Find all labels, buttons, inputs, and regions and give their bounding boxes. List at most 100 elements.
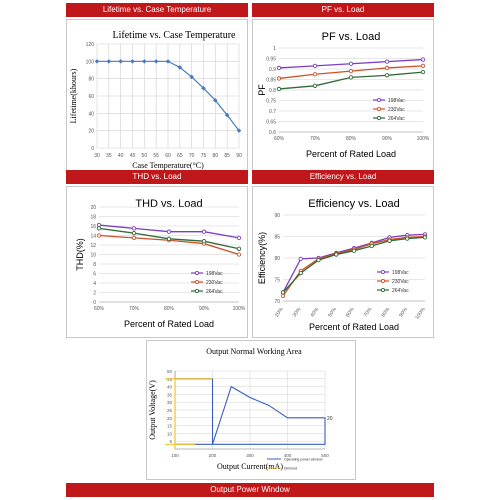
data-point: [351, 248, 357, 253]
legend-marker: [194, 270, 200, 276]
thd-section-bar: THD vs. Load: [66, 170, 248, 184]
data-point: [94, 59, 100, 64]
thd-chart-frame: THD vs. Load 0 2 4 6 8 10 12 14 16 18 20 60% 70% 80% 90…: [66, 186, 248, 338]
legend-marker: [376, 97, 382, 103]
y-tick-label: 0.95: [266, 57, 276, 63]
data-point: [316, 258, 321, 263]
data-point: [236, 246, 242, 251]
y-tick-label: 0.75: [266, 99, 276, 105]
y-axis-label: Lifetime(khours): [69, 68, 78, 123]
x-tick-label: 60%: [345, 306, 356, 318]
y-tick-label: 0: [93, 300, 96, 306]
x-tick-label: 300: [246, 453, 254, 458]
y-tick-label: 2: [93, 291, 96, 297]
thd-panel: THD vs. Load THD vs. Load 0 2 4 6 8 10 12 14 16 18…: [66, 170, 248, 338]
power-window-panel: Output Normal Working Area 5 10 15 20 25 30 35 4…: [66, 338, 434, 498]
data-point: [312, 83, 318, 88]
y-tick-label: 6: [93, 272, 96, 278]
x-tick-label: 200: [209, 453, 217, 458]
y-tick-label: 60: [88, 94, 94, 100]
x-axis-label: Case Temperature(°C): [132, 161, 204, 170]
data-point: [142, 59, 147, 64]
x-tick-label: 20%: [274, 306, 285, 318]
data-point: [276, 76, 282, 81]
data-point: [131, 226, 137, 231]
x-tick-label: 50: [142, 153, 148, 159]
chart-title: THD vs. Load: [135, 198, 202, 210]
operating-window-line: [175, 378, 326, 445]
series-line: [278, 71, 424, 90]
legend-label: 230Vac: [392, 279, 409, 285]
data-point: [420, 57, 426, 62]
legend-label: 264Vac: [388, 116, 405, 122]
y-tick-label: 8: [93, 262, 96, 268]
pf-chart-frame: PF vs. Load 0.6 0.65 0.7 0.75 0.8 0.85 0.9 0.95 1…: [252, 19, 434, 171]
data-point: [420, 70, 426, 75]
x-tick-label: 60%: [274, 136, 285, 142]
x-tick-label: 70: [189, 153, 195, 159]
y-tick-label: 20: [88, 129, 94, 135]
legend-label: 230Vac: [388, 107, 405, 113]
x-tick-label: 70%: [129, 306, 140, 312]
data-point: [276, 65, 282, 71]
data-point: [276, 86, 282, 92]
x-tick-label: 70%: [363, 306, 374, 318]
data-point: [131, 230, 137, 236]
data-point: [189, 74, 194, 80]
efficiency-section-bar: Efficiency vs. Load: [252, 170, 434, 184]
data-point: [405, 236, 410, 241]
y-tick-label: 0.65: [266, 120, 276, 126]
x-tick-label: 100%: [417, 136, 430, 142]
x-tick-label: 40%: [309, 306, 320, 318]
y-tick-label: 14: [90, 234, 96, 240]
power-window-chart-frame: Output Normal Working Area 5 10 15 20 25 30 35 4…: [146, 340, 356, 480]
data-point: [348, 75, 354, 80]
pf-section-bar: PF vs. Load: [252, 3, 434, 17]
pf-chart: PF vs. Load 0.6 0.65 0.7 0.75 0.8 0.85 0.9 0.95 1…: [257, 31, 430, 159]
data-point: [236, 235, 242, 241]
data-point: [153, 59, 159, 64]
x-tick-label: 500: [321, 453, 329, 458]
data-point: [280, 290, 286, 295]
legend-marker: [376, 115, 382, 121]
y-tick-label: 0.9: [269, 67, 276, 73]
data-point: [334, 252, 339, 257]
x-tick-label: 80%: [380, 306, 391, 318]
data-point: [384, 65, 390, 71]
legend-marker: [380, 278, 386, 284]
data-point: [348, 68, 354, 74]
y-axis-label: THD(%): [75, 238, 85, 271]
data-point: [280, 293, 286, 298]
data-point: [312, 63, 318, 68]
lifetime-panel: Lifetime vs. Case Temperature Lifetime v…: [66, 3, 248, 171]
efficiency-panel: Efficiency vs. Load Efficiency vs. Load 7…: [252, 170, 434, 338]
data-point: [236, 252, 242, 257]
data-point: [118, 59, 123, 64]
y-tick-label: 30: [167, 400, 173, 405]
x-tick-label: 65: [177, 153, 183, 159]
data-point: [384, 73, 390, 78]
data-point: [422, 235, 428, 240]
x-tick-label: 100%: [414, 306, 427, 320]
y-tick-label: 75: [274, 278, 280, 284]
y-tick-label: 20: [90, 205, 96, 211]
legend-marker: [194, 288, 200, 294]
legend-marker: [380, 269, 386, 275]
x-tick-label: 85: [224, 153, 230, 159]
legend-label: 198Vac: [392, 270, 409, 276]
x-tick-label: 70%: [310, 136, 321, 142]
y-tick-label: 0.7: [269, 109, 276, 115]
y-tick-label: 80: [88, 77, 94, 83]
data-point: [130, 59, 135, 64]
y-tick-label: 35: [167, 392, 173, 397]
y-axis-label: PF: [257, 84, 267, 96]
x-tick-label: 55: [153, 153, 159, 159]
chart-title: Efficiency vs. Load: [308, 198, 400, 210]
lifetime-chart-frame: Lifetime vs. Case Temperature 0 20 40 60 80 10…: [66, 19, 248, 171]
legend-label: 264Vac: [206, 289, 223, 295]
legend-marker: [376, 106, 382, 112]
data-point: [106, 59, 112, 64]
y-tick-label: 80: [274, 256, 280, 262]
y-tick-label: 25: [167, 408, 173, 413]
x-tick-label: 30: [94, 153, 100, 159]
